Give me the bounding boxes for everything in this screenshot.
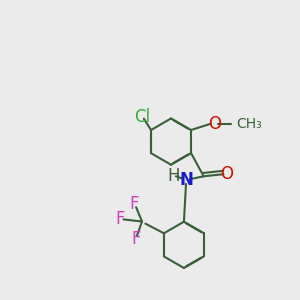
Text: N: N <box>179 171 193 189</box>
Text: Cl: Cl <box>134 108 150 126</box>
Text: O: O <box>220 165 233 183</box>
Text: F: F <box>130 195 139 213</box>
Text: F: F <box>116 210 125 228</box>
Text: F: F <box>131 230 140 248</box>
Text: O: O <box>208 115 221 133</box>
Text: H: H <box>167 167 180 185</box>
Text: CH₃: CH₃ <box>236 117 262 131</box>
